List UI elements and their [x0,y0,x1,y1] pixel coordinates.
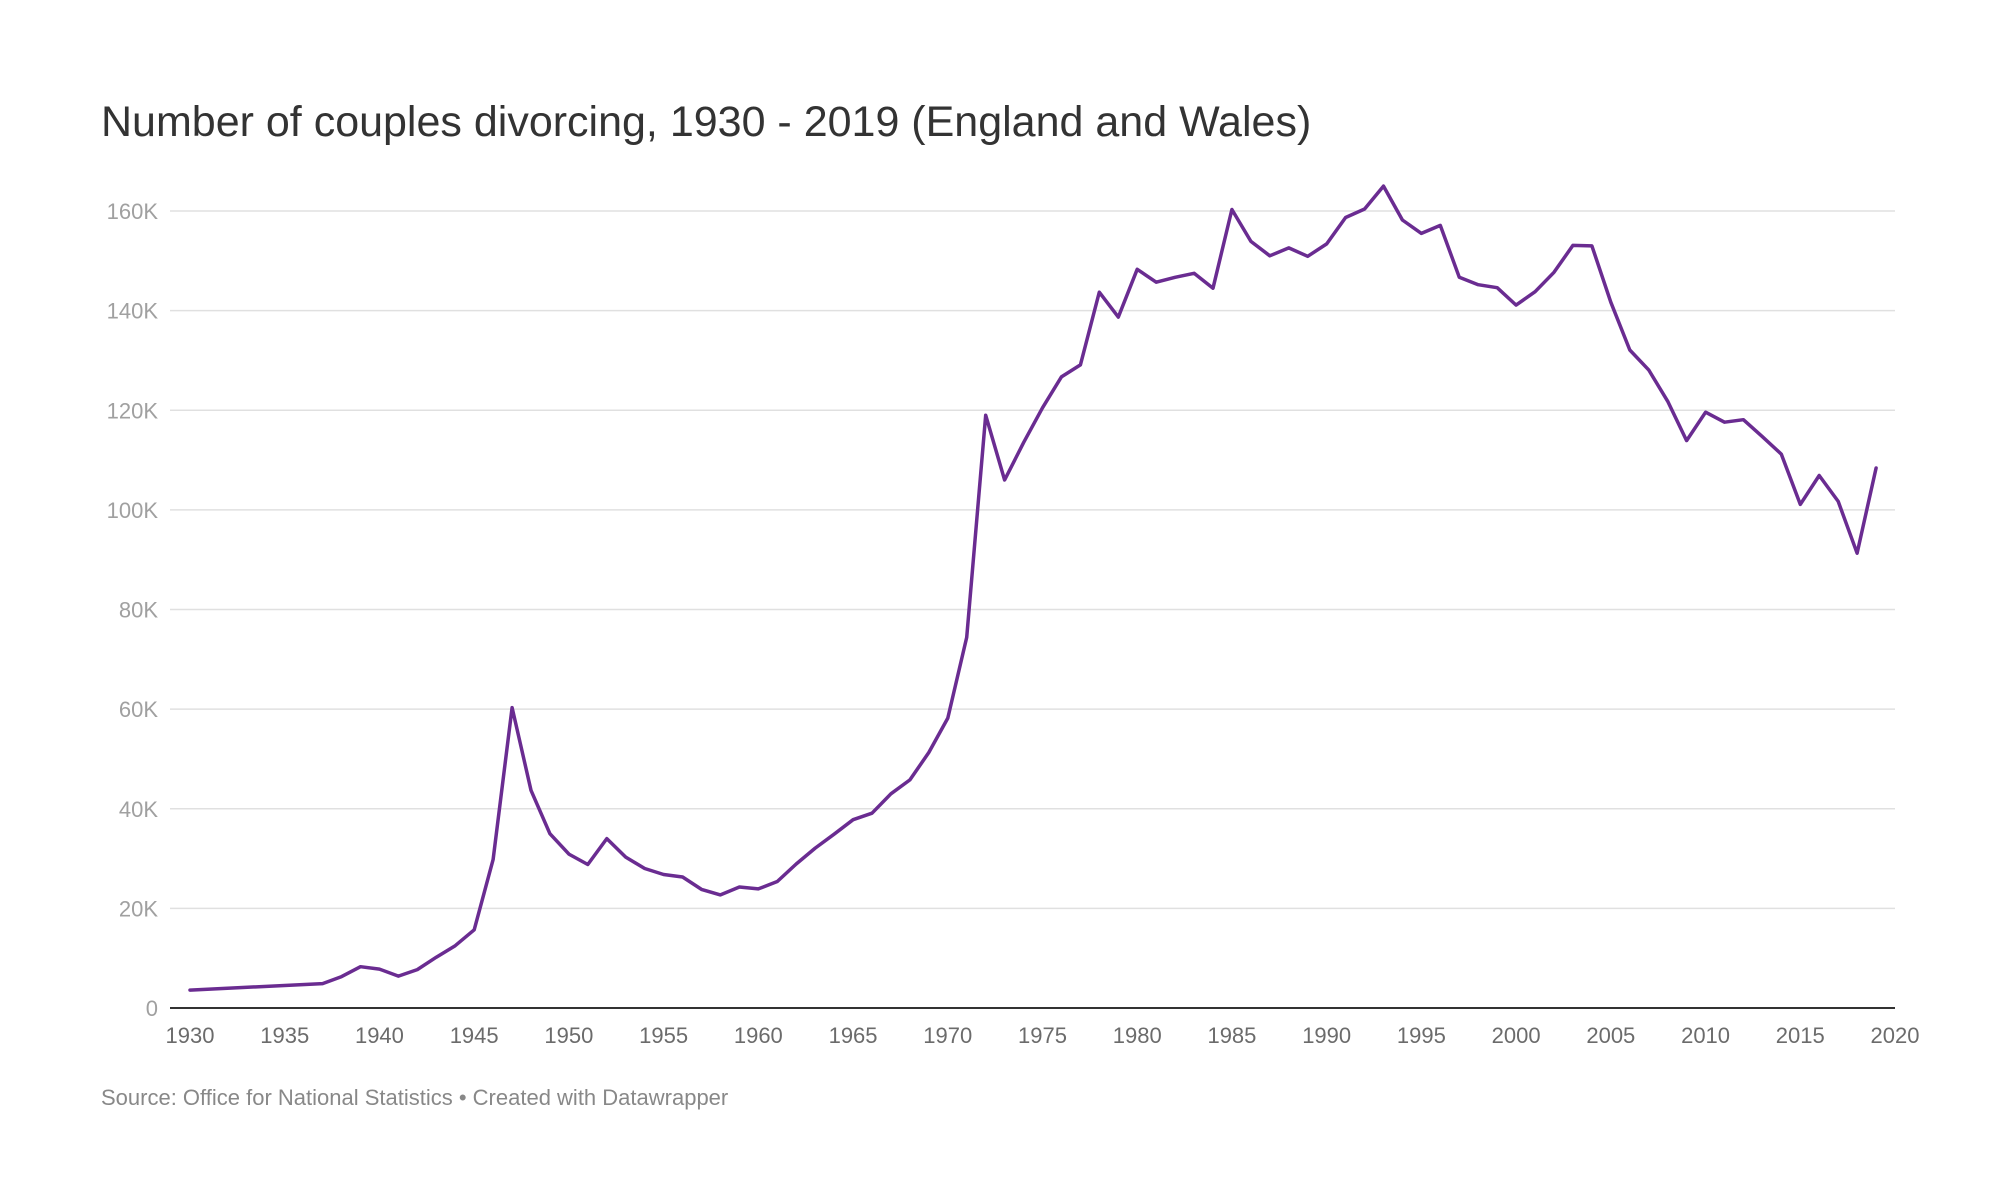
y-tick-label: 80K [119,598,158,623]
x-axis-tick-labels: 1930 1935 1940 1945 1950 1955 1960 1965 1970 1975… [166,1023,1920,1048]
x-tick-label: 2015 [1776,1023,1825,1048]
x-tick-label: 1975 [1018,1023,1067,1048]
x-tick-label: 1970 [923,1023,972,1048]
y-tick-label: 0 [146,996,158,1021]
x-tick-label: 2010 [1681,1023,1730,1048]
y-tick-label: 20K [119,896,158,921]
x-tick-label: 1955 [639,1023,688,1048]
y-tick-label: 60K [119,697,158,722]
x-tick-label: 1980 [1113,1023,1162,1048]
x-tick-label: 1935 [260,1023,309,1048]
chart-title: Number of couples divorcing, 1930 - 2019… [101,98,1312,146]
x-tick-label: 1930 [166,1023,215,1048]
y-tick-label: 120K [107,398,159,423]
grid-lines [170,210,1895,910]
y-tick-label: 40K [119,797,158,822]
series-line-divorces [188,184,1878,992]
x-tick-label: 1940 [355,1023,404,1048]
y-tick-label: 160K [107,199,159,224]
y-axis-tick-labels: 0 20K 40K 60K 80K 100K 120K 140K 160K [107,199,159,1021]
y-tick-label: 140K [107,299,159,324]
x-tick-label: 2020 [1871,1023,1920,1048]
x-tick-label: 1965 [829,1023,878,1048]
x-tick-label: 1995 [1397,1023,1446,1048]
source-note: Source: Office for National Statistics •… [101,1085,729,1110]
x-tick-label: 1990 [1302,1023,1351,1048]
x-tick-label: 1945 [450,1023,499,1048]
x-tick-label: 2000 [1492,1023,1541,1048]
y-tick-label: 100K [107,498,159,523]
x-tick-label: 1950 [544,1023,593,1048]
x-tick-label: 2005 [1586,1023,1635,1048]
x-tick-label: 1960 [734,1023,783,1048]
x-tick-label: 1985 [1207,1023,1256,1048]
